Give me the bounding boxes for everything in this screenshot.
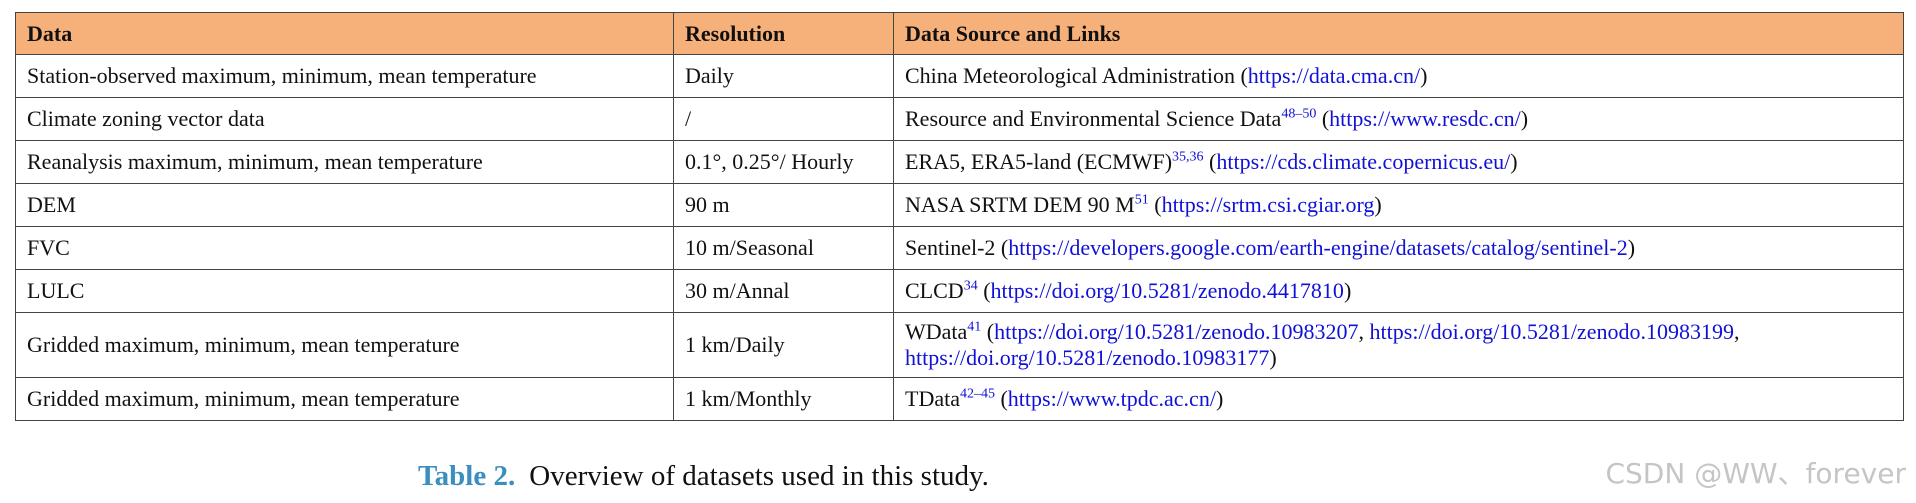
source-text: ( <box>981 319 995 344</box>
source-text: ( <box>1148 192 1162 217</box>
table-row: Station-observed maximum, minimum, mean … <box>15 54 1904 98</box>
reference: 34 <box>963 278 978 294</box>
source-text: ) <box>1627 235 1636 260</box>
table-row: Climate zoning vector data / Resource and … <box>15 97 1904 141</box>
resolution-cell: Daily <box>673 54 894 98</box>
source-link[interactable]: https://cds.climate.copernicus.eu/ <box>1216 149 1511 174</box>
source-text: TData <box>905 386 960 411</box>
table-body: Station-observed maximum, minimum, mean … <box>15 54 1904 421</box>
caption-label: Table 2. <box>418 460 516 492</box>
source-cell: ERA5, ERA5-land (ECMWF)35,36 (https://cd… <box>893 140 1904 184</box>
datasets-table: Data Resolution Data Source and Links Stat… <box>15 12 1904 421</box>
source-text: WData <box>905 319 968 344</box>
source-link[interactable]: https://doi.org/10.5281/zenodo.4417810 <box>990 278 1344 303</box>
source-text: , <box>1733 319 1740 344</box>
source-text: ( <box>1316 106 1330 131</box>
resolution-cell: 1 km/Daily <box>673 312 894 378</box>
data-cell: DEM <box>15 183 674 227</box>
source-cell: TData42–45 (https://www.tpdc.ac.cn/) <box>893 377 1904 421</box>
source-text: ( <box>977 278 991 303</box>
reference: 41 <box>967 319 982 335</box>
resolution-cell: 90 m <box>673 183 894 227</box>
source-link[interactable]: https://data.cma.cn/ <box>1247 63 1421 88</box>
source-text: ERA5, ERA5-land (ECMWF) <box>905 149 1173 174</box>
data-cell: FVC <box>15 226 674 270</box>
source-text: Resource and Environmental Science Data <box>905 106 1282 131</box>
data-cell: Gridded maximum, minimum, mean temperatu… <box>15 377 674 421</box>
source-text: ) <box>1420 63 1428 88</box>
reference: 51 <box>1134 192 1149 208</box>
data-cell: LULC <box>15 269 674 313</box>
caption: Table 2. Overview of datasets used in thi… <box>418 460 989 493</box>
table-row: Reanalysis maximum, minimum, mean temper… <box>15 140 1904 184</box>
source-text: ) <box>1520 106 1529 131</box>
table-row: DEM 90 m NASA SRTM DEM 90 M51 (https://srt… <box>15 183 1904 227</box>
source-text: CLCD <box>905 278 964 303</box>
reference: 42–45 <box>959 386 995 402</box>
source-cell: China Meteorological Administration (htt… <box>893 54 1904 98</box>
header-cell: Data Source and Links <box>893 12 1904 55</box>
source-link[interactable]: https://developers.google.com/earth-engi… <box>1008 235 1628 260</box>
source-cell: Resource and Environmental Science Data4… <box>893 97 1904 141</box>
watermark: CSDN @WW、forever <box>1605 457 1906 490</box>
resolution-cell: 0.1°, 0.25°/ Hourly <box>673 140 894 184</box>
source-text: Sentinel-2 ( <box>905 235 1009 260</box>
table-row: Gridded maximum, minimum, mean temperatu… <box>15 377 1904 421</box>
source-link[interactable]: https://doi.org/10.5281/zenodo.10983207 <box>994 319 1359 344</box>
source-link[interactable]: https://doi.org/10.5281/zenodo.10983177 <box>905 345 1270 370</box>
source-link[interactable]: https://www.tpdc.ac.cn/ <box>1007 386 1216 411</box>
header-row: Data Resolution Data Source and Links <box>15 12 1904 55</box>
source-text: ( <box>1203 149 1217 174</box>
data-cell: Gridded maximum, minimum, mean temperatu… <box>15 312 674 378</box>
source-cell: NASA SRTM DEM 90 M51 (https://srtm.csi.c… <box>893 183 1904 227</box>
table-row: FVC 10 m/Seasonal Sentinel-2 (https://deve… <box>15 226 1904 270</box>
table-row: Gridded maximum, minimum, mean temperatu… <box>15 312 1904 378</box>
source-text: ) <box>1269 345 1277 370</box>
resolution-cell: 1 km/Monthly <box>673 377 894 421</box>
source-text: ) <box>1374 192 1382 217</box>
reference: 35,36 <box>1172 149 1204 165</box>
source-cell: WData41 (https://doi.org/10.5281/zenodo.… <box>893 312 1904 378</box>
caption-text: Overview of datasets used in this study. <box>529 460 989 492</box>
data-cell: Reanalysis maximum, minimum, mean temper… <box>15 140 674 184</box>
data-cell: Station-observed maximum, minimum, mean … <box>15 54 674 98</box>
source-text: NASA SRTM DEM 90 M <box>905 192 1135 217</box>
source-text: , <box>1358 319 1370 344</box>
resolution-cell: / <box>673 97 894 141</box>
source-text: China Meteorological Administration ( <box>905 63 1248 88</box>
source-cell: CLCD34 (https://doi.org/10.5281/zenodo.4… <box>893 269 1904 313</box>
resolution-cell: 30 m/Annal <box>673 269 894 313</box>
source-cell: Sentinel-2 (https://developers.google.co… <box>893 226 1904 270</box>
reference: 48–50 <box>1281 106 1317 122</box>
source-text: ) <box>1343 278 1352 303</box>
data-cell: Climate zoning vector data <box>15 97 674 141</box>
source-link[interactable]: https://srtm.csi.cgiar.org <box>1161 192 1375 217</box>
source-text: ) <box>1510 149 1518 174</box>
table-row: LULC 30 m/Annal CLCD34 (https://doi.org/10… <box>15 269 1904 313</box>
source-text: ) <box>1215 386 1224 411</box>
header-cell: Data <box>15 12 674 55</box>
source-link[interactable]: https://www.resdc.cn/ <box>1329 106 1521 131</box>
source-text: ( <box>994 386 1008 411</box>
resolution-cell: 10 m/Seasonal <box>673 226 894 270</box>
source-link[interactable]: https://doi.org/10.5281/zenodo.10983199 <box>1369 319 1734 344</box>
header-cell: Resolution <box>673 12 894 55</box>
